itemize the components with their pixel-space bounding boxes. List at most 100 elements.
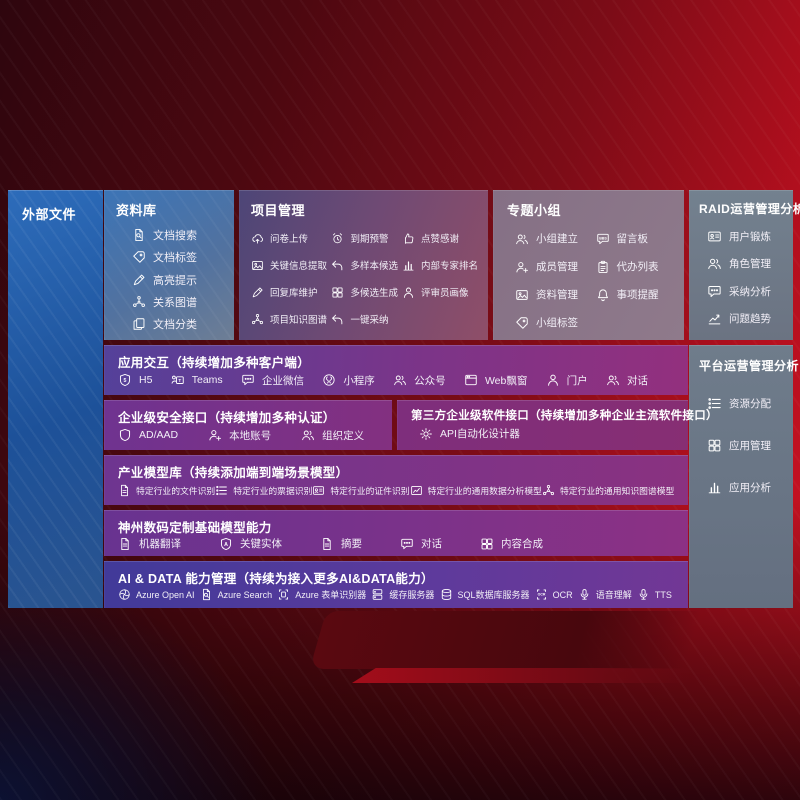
feature-item: 文档标签 — [132, 249, 226, 265]
openai-icon — [118, 588, 131, 601]
ranking-icon — [402, 259, 415, 272]
people-icon — [707, 256, 722, 271]
auth-item: 组织定义 — [301, 428, 364, 443]
feature-label: 评审员画像 — [420, 288, 469, 299]
feature-item: 多候选生成 — [331, 285, 398, 299]
client-label: 小程序 — [343, 374, 375, 387]
feature-item: 代办列表 — [596, 259, 675, 274]
feature-label: 问题趋势 — [729, 312, 771, 325]
industry-model-list: 特定行业的文件识别 特定行业的票据识别 特定行业的证件识别 特定行业的通用数据分析模型… — [118, 481, 674, 499]
client-label: 对话 — [626, 374, 648, 387]
feature-item: 文档分类 — [132, 316, 226, 332]
feature-label: 代办列表 — [616, 261, 659, 273]
project-management-panel: 项目管理 问卷上传 到期预警 点赞感谢 关键信息提取 多样本候选 内部专家排名 回复库维护 多… — [239, 190, 488, 340]
client-label: Teams — [191, 374, 223, 386]
feature-label: 事项提醒 — [616, 289, 659, 301]
raid-analysis-panel: RAID运营管理分析 用户锻炼 角色管理 采纳分析 问题趋势 — [689, 190, 800, 340]
client-item: H5 — [118, 373, 152, 387]
feature-label: 内部专家排名 — [420, 261, 478, 272]
model-label: 特定行业的通用数据分析模型 — [427, 485, 542, 496]
service-item: OCR — [535, 588, 573, 601]
feature-item: 资料管理 — [515, 287, 594, 302]
alarm-icon — [331, 232, 344, 245]
official-account-icon — [393, 373, 407, 387]
row-title: 第三方企业级软件接口（持续增加多种企业主流软件接口） — [411, 410, 718, 422]
feature-label: 文档标签 — [153, 252, 197, 265]
feature-item: 一键采纳 — [331, 312, 398, 326]
adopt-icon — [331, 313, 344, 326]
service-label: Azure 表单识别器 — [295, 590, 367, 600]
multi-candidate-icon — [331, 286, 344, 299]
auth-item: AD/AAD — [118, 428, 178, 442]
service-item: SQL数据库服务器 — [440, 588, 530, 601]
speech-icon — [578, 588, 591, 601]
cert-icon — [312, 484, 325, 497]
feature-label: 文档分类 — [153, 319, 197, 331]
feature-item: 问题趋势 — [707, 311, 787, 326]
resource-list-icon — [707, 396, 722, 411]
highlight-icon — [132, 273, 146, 287]
feature-item: 应用管理 — [707, 438, 787, 453]
service-item: 语音理解 — [578, 588, 632, 601]
client-item: 小程序 — [322, 373, 375, 388]
feature-label: 多候选生成 — [350, 288, 398, 299]
model-label: 特定行业的票据识别 — [233, 485, 313, 496]
translate-icon — [118, 537, 132, 551]
feature-item: 文档搜索 — [132, 227, 226, 243]
feature-label: 资源分配 — [729, 398, 771, 410]
feature-item: 应用分析 — [707, 480, 787, 495]
base-model-row: 神州数码定制基础模型能力 机器翻译 关键实体 摘要 对话 内容合成 — [104, 510, 688, 556]
row-title: 应用交互（持续增加多种客户端） — [118, 356, 311, 370]
capability-label: 内容合成 — [501, 538, 543, 550]
capability-label: 摘要 — [341, 538, 362, 550]
feature-label: 多样本候选 — [350, 261, 398, 272]
receipt-icon — [215, 484, 228, 497]
interface-item: API自动化设计器 — [419, 426, 520, 441]
client-label: 企业微信 — [262, 374, 304, 387]
feature-item: 成员管理 — [515, 259, 594, 274]
apps-icon — [707, 438, 722, 453]
service-label: Azure Search — [217, 589, 273, 600]
org-icon — [301, 428, 315, 442]
feature-label: 回复库维护 — [270, 288, 318, 299]
h5-icon — [118, 373, 132, 387]
feature-item: 评审员画像 — [402, 285, 478, 299]
feature-label: 高亮提示 — [153, 274, 197, 287]
platform-feature-list: 资源分配应用管理应用分析 — [699, 374, 787, 495]
background-red-slab — [309, 611, 702, 669]
project-feature-grid: 问卷上传 到期预警 点赞感谢 关键信息提取 多样本候选 内部专家排名 回复库维护 多候选生成 评… — [251, 219, 478, 326]
form-recognizer-icon — [277, 588, 290, 601]
client-item: 企业微信 — [241, 373, 304, 388]
feature-item: 用户锻炼 — [707, 229, 787, 244]
capability-item: 摘要 — [320, 536, 362, 551]
client-label: Web飘窗 — [484, 374, 528, 387]
service-label: 语音理解 — [595, 590, 632, 600]
ad-aad-icon — [118, 428, 132, 442]
row-title: 神州数码定制基础模型能力 — [118, 521, 272, 535]
summary-icon — [320, 537, 334, 551]
feature-label: 角色管理 — [729, 258, 771, 271]
image-extract-icon — [251, 259, 264, 272]
service-item: Azure 表单识别器 — [277, 588, 366, 601]
bbs-icon — [596, 232, 610, 246]
third-party-item-list: API自动化设计器 — [411, 423, 674, 444]
clipboard-icon — [596, 260, 610, 274]
feature-label: 到期预警 — [350, 234, 389, 245]
capability-item: 内容合成 — [480, 536, 543, 551]
service-item: Azure Open AI — [118, 588, 195, 601]
chat-analysis-icon — [707, 284, 722, 299]
feature-label: 点赞感谢 — [420, 234, 459, 245]
auth-item: 本地账号 — [208, 428, 271, 443]
service-item: TTS — [637, 588, 672, 601]
panel-title: 项目管理 — [251, 203, 306, 218]
feature-label: 关键信息提取 — [270, 261, 328, 272]
feature-label: 应用分析 — [729, 482, 771, 494]
service-item: Azure Search — [200, 588, 273, 601]
panel-title: 平台运营管理分析 — [699, 359, 800, 373]
feature-item: 多样本候选 — [331, 258, 398, 272]
interface-label: API自动化设计器 — [440, 428, 520, 440]
person-add-icon — [515, 260, 529, 274]
reply-icon — [331, 259, 344, 272]
row-title: AI & DATA 能力管理（持续为接入更多AI&DATA能力） — [118, 572, 434, 586]
feature-item: 关系图谱 — [132, 294, 226, 310]
